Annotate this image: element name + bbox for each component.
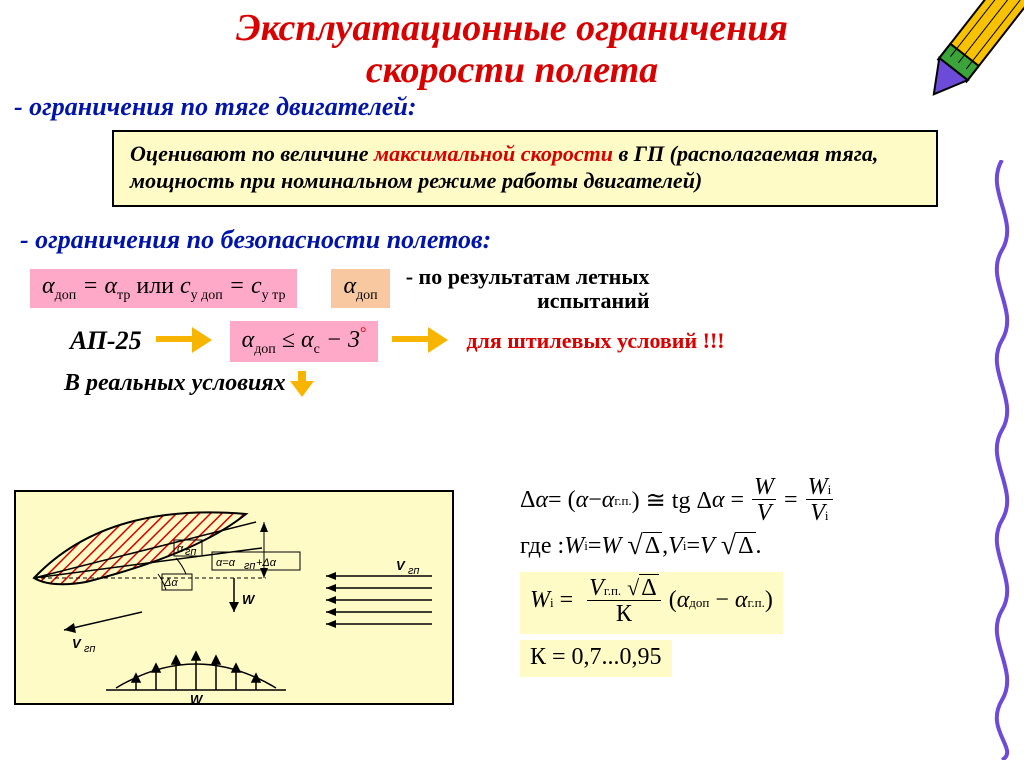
squiggle-line xyxy=(982,160,1022,760)
svg-text:+Δα: +Δα xyxy=(256,557,277,569)
formula-row-1: αдоп = αтр или cy доп = cy тр αдоп - по … xyxy=(0,265,1024,313)
section-thrust-heading: - ограничения по тяге двигателей: xyxy=(0,92,1024,122)
eq-where: где : Wi = W √Δ, Vi = V √Δ. xyxy=(520,530,980,562)
arrow-right-icon xyxy=(392,328,452,354)
svg-text:α=α: α=α xyxy=(216,557,236,569)
note-red: максимальной скорости xyxy=(374,141,613,166)
rhs-flight-tests: - по результатам летных испытаний xyxy=(390,265,650,313)
svg-text:гп: гп xyxy=(185,546,196,558)
svg-text:W: W xyxy=(242,592,256,607)
svg-text:α: α xyxy=(177,543,184,555)
svg-text:V: V xyxy=(396,558,406,573)
row-ap25: АП-25 αдоп ≤ αс − 3° для штилевых услови… xyxy=(0,321,1024,362)
page-title: Эксплуатационные ограничения скорости по… xyxy=(0,0,1024,92)
math-derivation: Δα = (α − αг.п.) ≅ tg Δα = WV = WiVi где… xyxy=(520,475,980,681)
ap25-label: АП-25 xyxy=(70,326,142,356)
arrow-right-icon xyxy=(156,328,216,354)
svg-text:V: V xyxy=(72,636,82,651)
arrow-down-icon xyxy=(292,371,314,397)
eq-delta-alpha: Δα = (α − αг.п.) ≅ tg Δα = WV = WiVi xyxy=(520,475,980,526)
real-conditions-label: В реальных условиях xyxy=(0,370,1024,397)
crayon-icon xyxy=(890,4,1024,184)
section-safety-heading: - ограничения по безопасности полетов: xyxy=(0,225,1024,255)
svg-text:гп: гп xyxy=(244,560,255,572)
svg-text:гп: гп xyxy=(408,565,419,577)
title-line-2: скорости полета xyxy=(366,49,658,91)
wing-diagram: αгп α=αгп+Δα Δα W Vгп xyxy=(14,490,454,705)
svg-text:W: W xyxy=(190,692,204,707)
formula-alpha-le: αдоп ≤ αс − 3° xyxy=(230,321,379,362)
svg-text:гп: гп xyxy=(84,643,95,655)
note-box: Оценивают по величине максимальной скоро… xyxy=(112,130,938,207)
note-pre: Оценивают по величине xyxy=(130,141,374,166)
formula-alpha-dop-only: αдоп xyxy=(331,269,389,308)
eq-k-range: К = 0,7...0,95 xyxy=(520,640,980,677)
title-line-1: Эксплуатационные ограничения xyxy=(236,7,788,49)
formula-alpha-dop-tr: αдоп = αтр или cy доп = cy тр xyxy=(30,269,297,308)
eq-wi-k: Wi = Vг.п. √Δ К (αдоп − αг.п.) xyxy=(520,572,980,633)
calm-conditions-label: для штилевых условий !!! xyxy=(466,328,724,354)
